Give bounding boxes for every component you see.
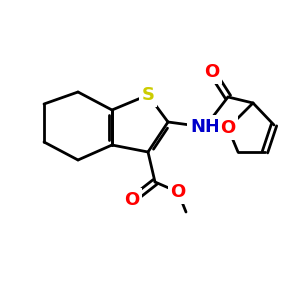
Text: O: O [220, 119, 236, 137]
Text: O: O [204, 63, 220, 81]
Text: O: O [124, 191, 140, 209]
Text: S: S [142, 86, 154, 104]
Text: O: O [170, 183, 186, 201]
Text: NH: NH [190, 118, 220, 136]
